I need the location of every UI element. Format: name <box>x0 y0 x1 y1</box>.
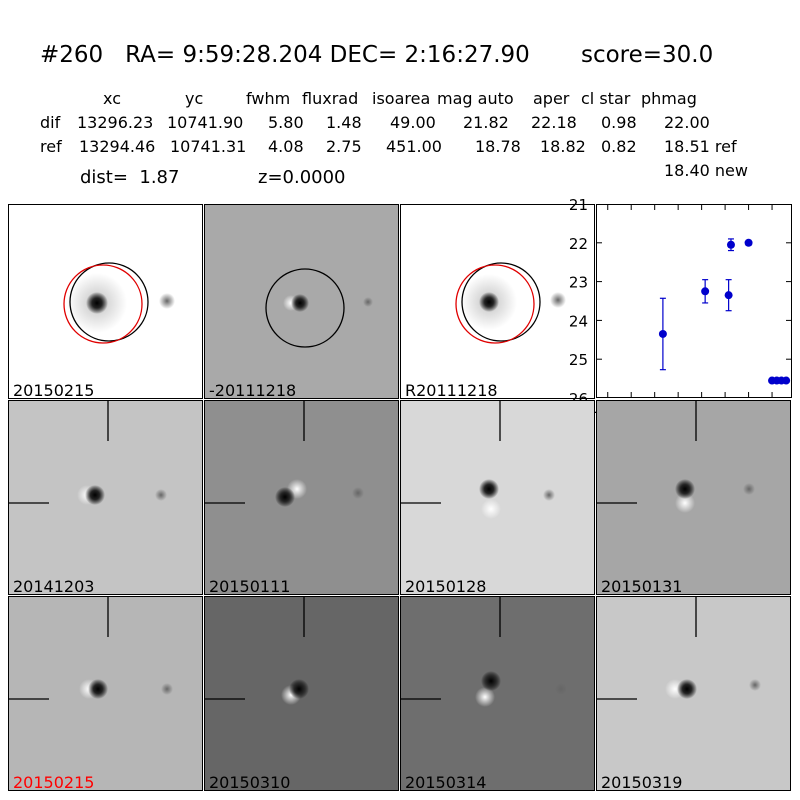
col-aper: aper <box>533 89 570 108</box>
cutout-label: R20111218 <box>405 381 498 399</box>
plot-frame <box>596 204 792 398</box>
source-positive <box>675 493 695 513</box>
aperture-circle-red <box>63 264 143 344</box>
data-point <box>744 238 753 247</box>
epoch-cutout: 20150319 <box>596 596 791 791</box>
data-point <box>726 240 735 249</box>
col-fluxrad: fluxrad <box>302 89 359 108</box>
epoch-date-label: 20141203 <box>13 577 95 595</box>
light-curve-plot <box>596 204 792 398</box>
ref-magauto: 18.78 <box>475 137 521 156</box>
col-clstar: cl star <box>581 89 631 108</box>
ref-clstar: 0.82 <box>601 137 637 156</box>
dif-phmag: 22.00 <box>664 113 710 132</box>
data-point <box>782 376 791 385</box>
epoch-cutout-image <box>401 401 594 594</box>
aperture-circle-black <box>69 262 149 342</box>
cutout-reference-image <box>401 205 594 398</box>
ref-yc: 10741.31 <box>170 137 247 156</box>
redshift-value: z=0.0000 <box>258 167 346 188</box>
aperture-circle-red <box>455 264 535 344</box>
cutout-reference: R20111218 <box>400 204 595 399</box>
neighbor-source <box>743 483 755 495</box>
aperture-circle-black <box>265 268 345 348</box>
dif-fwhm: 5.80 <box>268 113 304 132</box>
epoch-cutout-image <box>401 597 594 790</box>
source-positive <box>481 499 501 519</box>
aperture-circle-black <box>461 262 541 342</box>
neighbor-source <box>155 489 167 501</box>
epoch-cutout-image <box>9 597 202 790</box>
epoch-cutout-image <box>205 597 398 790</box>
row-dif-label: dif <box>40 113 61 132</box>
epoch-cutout: 20150111 <box>204 400 399 595</box>
row-ref-label: ref <box>40 137 62 156</box>
col-fwhm: fwhm <box>246 89 291 108</box>
data-point <box>658 329 667 338</box>
epoch-cutout-image <box>597 401 790 594</box>
epoch-date-label: 20150128 <box>405 577 487 595</box>
epoch-cutout: 20150310 <box>204 596 399 791</box>
source-negative <box>677 679 697 699</box>
col-isoarea: isoarea <box>372 89 431 108</box>
source-negative <box>85 485 105 505</box>
epoch-cutout-image <box>205 401 398 594</box>
epoch-cutout: 20150215 <box>8 596 203 791</box>
source-negative <box>675 479 695 499</box>
col-phmag: phmag <box>641 89 697 108</box>
epoch-date-label: 20150111 <box>209 577 291 595</box>
col-yc: yc <box>185 89 204 108</box>
neighbor-source <box>749 679 761 691</box>
epoch-date-label: 20150215 <box>13 773 95 791</box>
cutout-label: 20150215 <box>13 381 95 399</box>
dif-aper: 22.18 <box>531 113 577 132</box>
dif-yc: 10741.90 <box>167 113 244 132</box>
data-point <box>724 291 733 300</box>
source-negative <box>275 487 295 507</box>
neighbor-source <box>555 683 567 695</box>
neighbor-source <box>161 683 173 695</box>
col-magauto: mag auto <box>437 89 514 108</box>
dif-fluxrad: 1.48 <box>326 113 362 132</box>
cutout-new: 20150215 <box>8 204 203 399</box>
new-phmag: 18.40 new <box>664 161 748 180</box>
ref-fwhm: 4.08 <box>268 137 304 156</box>
epoch-cutout: 20150131 <box>596 400 791 595</box>
dif-isoarea: 49.00 <box>390 113 436 132</box>
epoch-date-label: 20150319 <box>601 773 683 791</box>
neighbor-source <box>356 683 368 695</box>
epoch-date-label: 20150131 <box>601 577 683 595</box>
epoch-cutout: 20150314 <box>400 596 595 791</box>
ref-fluxrad: 2.75 <box>326 137 362 156</box>
epoch-cutout: 20150128 <box>400 400 595 595</box>
ref-aper: 18.82 <box>540 137 586 156</box>
ref-phmag: 18.51 ref <box>664 137 737 156</box>
epoch-date-label: 20150314 <box>405 773 487 791</box>
dist-value: dist= 1.87 <box>80 167 180 188</box>
source-negative <box>88 679 108 699</box>
epoch-cutout-image <box>9 401 202 594</box>
epoch-cutout: 20141203 <box>8 400 203 595</box>
data-point <box>701 287 710 296</box>
source-negative <box>481 671 501 691</box>
cutout-new-image <box>9 205 202 398</box>
source-positive <box>475 687 495 707</box>
cutout-label: -20111218 <box>209 381 297 399</box>
dif-magauto: 21.82 <box>463 113 509 132</box>
ref-isoarea: 451.00 <box>386 137 442 156</box>
epoch-cutout-image <box>597 597 790 790</box>
dif-clstar: 0.98 <box>601 113 637 132</box>
dif-xc: 13296.23 <box>77 113 154 132</box>
ref-xc: 13294.46 <box>79 137 156 156</box>
cutout-ref-diff-image <box>205 205 398 398</box>
source-negative <box>479 479 499 499</box>
neighbor-source <box>543 489 555 501</box>
source-negative <box>289 679 309 699</box>
neighbor-source <box>352 487 364 499</box>
cutout-ref-diff: -20111218 <box>204 204 399 399</box>
col-xc: xc <box>103 89 121 108</box>
epoch-date-label: 20150310 <box>209 773 291 791</box>
candidate-title: #260 RA= 9:59:28.204 DEC= 2:16:27.90 sco… <box>40 42 714 68</box>
